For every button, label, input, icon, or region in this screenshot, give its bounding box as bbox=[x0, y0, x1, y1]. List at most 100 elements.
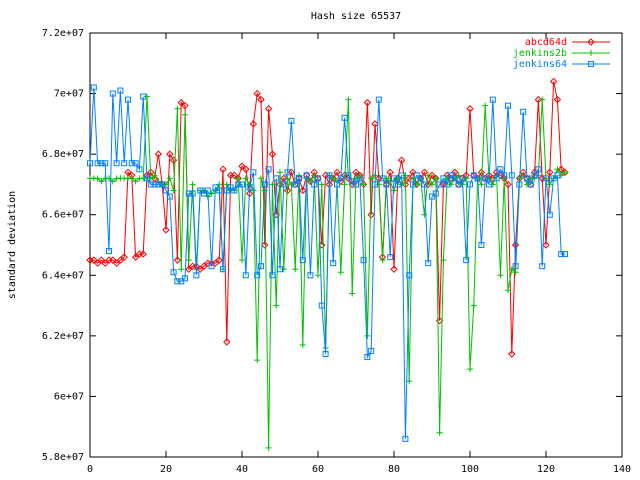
marker bbox=[132, 160, 139, 167]
marker bbox=[144, 93, 150, 100]
marker bbox=[318, 181, 325, 188]
marker bbox=[120, 253, 128, 261]
marker bbox=[372, 181, 378, 188]
series-line bbox=[90, 81, 566, 355]
marker bbox=[170, 269, 177, 276]
marker bbox=[352, 168, 360, 177]
marker bbox=[364, 332, 371, 339]
marker bbox=[448, 181, 454, 188]
marker bbox=[420, 168, 429, 177]
marker bbox=[182, 111, 188, 118]
marker bbox=[311, 181, 318, 188]
marker bbox=[558, 172, 565, 179]
marker bbox=[109, 256, 117, 264]
marker bbox=[371, 120, 379, 128]
marker bbox=[277, 169, 283, 176]
marker bbox=[212, 184, 219, 191]
marker bbox=[425, 260, 432, 267]
marker bbox=[117, 87, 124, 94]
marker bbox=[230, 171, 239, 180]
marker bbox=[524, 175, 530, 182]
marker bbox=[189, 181, 196, 188]
marker bbox=[144, 175, 150, 182]
marker bbox=[246, 184, 253, 191]
marker bbox=[345, 172, 352, 179]
marker bbox=[193, 272, 200, 279]
marker bbox=[272, 211, 280, 219]
marker bbox=[318, 302, 325, 309]
marker bbox=[140, 175, 147, 182]
marker bbox=[505, 102, 511, 109]
marker bbox=[489, 174, 497, 183]
marker bbox=[478, 181, 485, 188]
y-tick-label: 6e+07 bbox=[54, 391, 84, 402]
marker bbox=[432, 175, 439, 182]
marker bbox=[383, 175, 390, 182]
marker bbox=[124, 168, 132, 177]
marker bbox=[292, 266, 299, 273]
marker bbox=[288, 117, 295, 124]
marker bbox=[268, 150, 277, 158]
marker bbox=[330, 175, 337, 182]
marker bbox=[174, 105, 181, 112]
marker bbox=[296, 175, 302, 182]
marker bbox=[128, 160, 135, 167]
marker bbox=[474, 175, 481, 182]
marker bbox=[501, 175, 508, 182]
marker bbox=[353, 181, 359, 188]
marker bbox=[94, 175, 101, 182]
marker bbox=[280, 266, 287, 273]
x-tick-label: 20 bbox=[160, 464, 172, 475]
marker bbox=[155, 181, 162, 188]
marker bbox=[125, 96, 131, 103]
marker bbox=[436, 429, 443, 436]
marker bbox=[239, 181, 245, 188]
marker bbox=[296, 172, 302, 179]
marker bbox=[470, 172, 477, 179]
marker bbox=[163, 181, 169, 188]
marker bbox=[489, 181, 496, 188]
marker bbox=[425, 172, 432, 179]
legend-label: jenkins2b bbox=[513, 48, 567, 59]
marker bbox=[315, 272, 321, 279]
marker bbox=[283, 186, 292, 195]
marker bbox=[261, 241, 269, 249]
y-tick-label: 6.8e+07 bbox=[42, 149, 84, 160]
marker bbox=[97, 256, 106, 264]
marker bbox=[292, 181, 299, 188]
marker bbox=[375, 96, 382, 103]
marker bbox=[326, 172, 333, 179]
marker bbox=[356, 172, 363, 179]
marker bbox=[166, 150, 174, 158]
marker bbox=[467, 181, 473, 188]
marker bbox=[98, 160, 105, 167]
marker bbox=[444, 181, 451, 188]
marker bbox=[151, 181, 158, 188]
marker bbox=[557, 165, 565, 173]
marker bbox=[280, 181, 287, 188]
marker bbox=[102, 160, 109, 167]
marker bbox=[478, 242, 485, 248]
marker bbox=[451, 175, 458, 182]
marker bbox=[101, 259, 109, 267]
marker bbox=[287, 168, 296, 177]
marker bbox=[254, 272, 261, 279]
marker bbox=[349, 178, 356, 185]
marker bbox=[159, 181, 166, 188]
marker bbox=[524, 181, 530, 188]
marker bbox=[535, 166, 542, 173]
marker bbox=[140, 93, 147, 100]
marker bbox=[128, 175, 135, 182]
marker bbox=[265, 444, 272, 451]
marker bbox=[132, 178, 139, 185]
marker bbox=[235, 181, 242, 188]
marker bbox=[201, 187, 207, 194]
marker bbox=[497, 272, 504, 279]
marker bbox=[242, 272, 249, 279]
marker bbox=[147, 181, 154, 188]
marker bbox=[277, 266, 283, 273]
marker bbox=[200, 262, 208, 270]
marker bbox=[90, 256, 98, 264]
legend-marker bbox=[587, 38, 595, 46]
